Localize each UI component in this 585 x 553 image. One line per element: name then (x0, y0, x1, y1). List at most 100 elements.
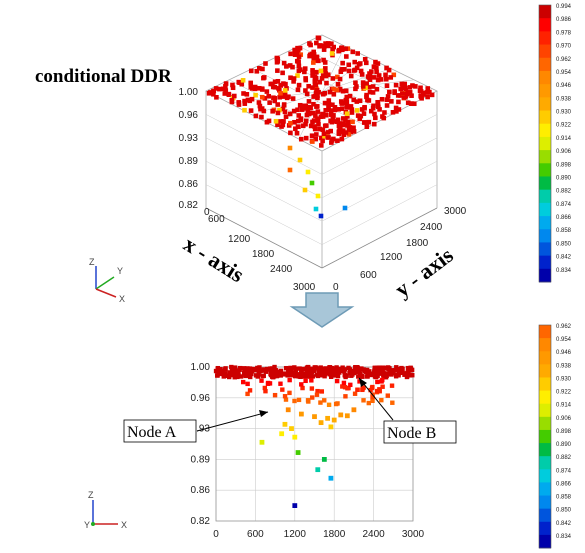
data-point (229, 367, 235, 372)
triad-y-label: Y (117, 266, 123, 276)
data-point (298, 411, 304, 417)
data-point (245, 366, 250, 371)
data-point (380, 384, 385, 389)
data-point (346, 120, 351, 126)
data-point (342, 205, 348, 211)
colorbar-swatch (539, 443, 551, 457)
data-point (283, 114, 289, 119)
data-point (263, 61, 268, 66)
data-point (341, 121, 346, 126)
colorbar-tick-label: 0.842 (556, 521, 572, 527)
data-point (307, 53, 312, 59)
data-point (342, 385, 348, 390)
data-point (287, 145, 293, 151)
data-point (296, 82, 302, 88)
z-tick-label: 1.00 (179, 87, 199, 98)
colorbar-tick-label: 0.842 (556, 255, 572, 261)
colorbar-tick-label: 0.954 (556, 70, 572, 76)
data-point (374, 86, 380, 92)
data-point (211, 91, 216, 97)
data-point (325, 415, 331, 421)
colorbar-swatch (539, 202, 551, 217)
data-point (314, 132, 319, 137)
data-point (274, 373, 280, 379)
data-point (312, 80, 318, 86)
data-point (349, 110, 355, 115)
data-point (217, 86, 222, 92)
colorbar-swatch (539, 176, 551, 191)
colorbar-tick-label: 0.890 (556, 175, 572, 181)
data-point (354, 84, 359, 89)
data-point (310, 73, 315, 78)
data-point (290, 371, 296, 376)
data-point (409, 101, 414, 106)
data-point (334, 87, 340, 93)
data-point (310, 119, 315, 125)
data-point (303, 121, 308, 127)
data-point (366, 84, 372, 90)
data-point (314, 392, 320, 397)
data-point (350, 128, 356, 134)
data-point (369, 385, 375, 391)
data-point (323, 71, 329, 76)
data-point (280, 387, 285, 392)
data-point (331, 417, 337, 423)
data-point (292, 365, 297, 370)
data-point (405, 370, 410, 375)
data-point (303, 88, 308, 93)
data-point (335, 373, 341, 379)
data-point (318, 114, 324, 120)
y-tick-label: 600 (360, 270, 377, 281)
data-point (278, 119, 283, 124)
data-point (331, 44, 336, 50)
data-point (241, 91, 246, 96)
data-point (213, 86, 219, 91)
data-point (247, 388, 253, 393)
colorbar-swatch (539, 338, 551, 352)
data-point (356, 374, 361, 379)
data-point (340, 60, 345, 66)
data-point (260, 373, 265, 379)
data-point (295, 450, 301, 455)
data-point (289, 426, 294, 431)
data-point (281, 102, 287, 107)
colorbar-swatch (539, 84, 551, 98)
data-point (322, 374, 327, 379)
data-point (342, 66, 347, 72)
data-point (281, 94, 286, 99)
data-point (217, 369, 223, 374)
axis-triad-lower: Z Y X (84, 490, 127, 530)
data-point (320, 138, 325, 144)
data-point (249, 371, 254, 377)
data-point (280, 106, 286, 112)
data-point (331, 113, 336, 118)
data-point (319, 76, 325, 81)
data-point (303, 76, 308, 81)
data-point (282, 91, 288, 96)
data-point (223, 84, 228, 89)
data-point (281, 60, 287, 66)
x-tick-label: 600 (208, 214, 225, 225)
data-point (320, 73, 326, 78)
data-point (328, 475, 334, 481)
data-point (309, 386, 315, 391)
data-point (325, 130, 331, 135)
data-point (311, 49, 316, 55)
data-point (409, 93, 414, 98)
data-point (357, 369, 362, 374)
colorbar-swatch (539, 242, 551, 257)
data-point (336, 123, 342, 129)
data-point (270, 81, 275, 87)
data-point (270, 108, 275, 114)
data-point (275, 110, 281, 116)
data-point (330, 102, 335, 108)
data-point (304, 369, 310, 374)
data-point (385, 371, 390, 376)
colorbar-tick-label: 0.970 (556, 44, 572, 50)
data-point (323, 107, 329, 113)
data-point (275, 68, 280, 73)
data-point (376, 104, 381, 110)
data-point (425, 86, 431, 91)
data-point (315, 193, 321, 199)
bottom-left-edge (205, 207, 323, 269)
